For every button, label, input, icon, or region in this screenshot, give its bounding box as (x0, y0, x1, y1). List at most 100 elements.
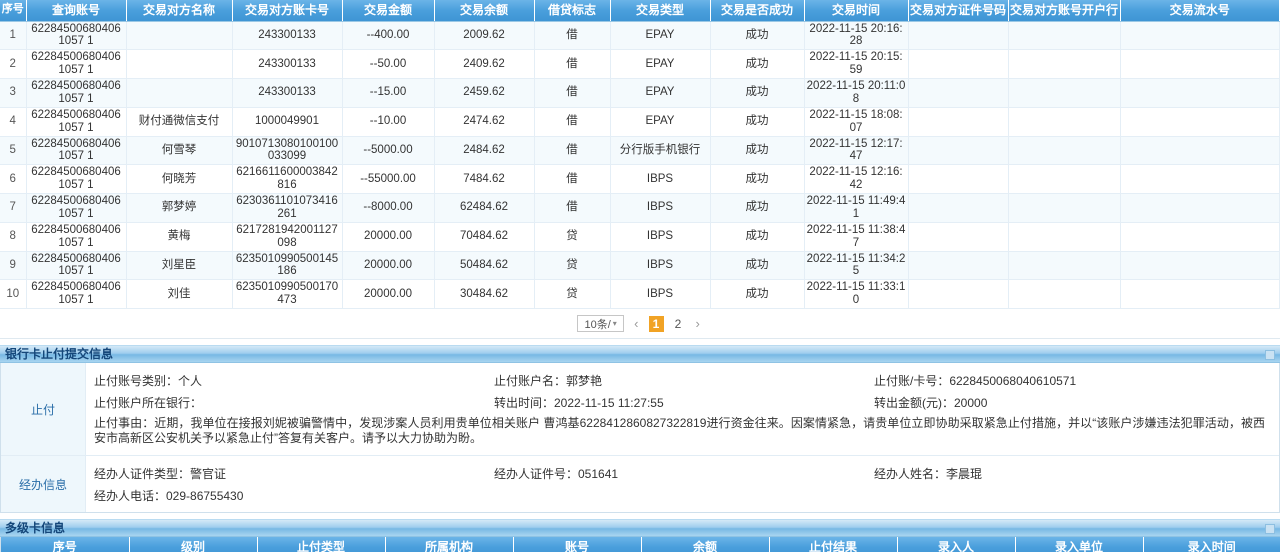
cell-success: 成功 (710, 49, 805, 79)
col-header-amount[interactable]: 交易金额 (342, 0, 435, 22)
table-row[interactable]: 6 622845006804061057 1 何晓芳 6216611600003842… (0, 164, 1280, 194)
cell-query-account: 622845006804061057 1 (26, 107, 127, 137)
table-row[interactable]: 4 622845006804061057 1 财付通微信支付 1000049901 --… (0, 107, 1280, 137)
cell-seq: 2 (0, 49, 27, 79)
table-row[interactable]: 8 622845006804061057 1 黄梅 62172819420011270… (0, 222, 1280, 252)
table-row[interactable]: 7 622845006804061057 1 郭梦婷 6230361101073416… (0, 193, 1280, 223)
card-col-level[interactable]: 级别 (129, 537, 258, 552)
col-header-txn-type[interactable]: 交易类型 (610, 0, 711, 22)
col-header-dc-flag[interactable]: 借贷标志 (534, 0, 611, 22)
panel-collapse-icon-2[interactable] (1265, 524, 1275, 534)
page-size-select[interactable]: 10条/ ▾ (577, 315, 625, 332)
cell-counterparty-card: 6235010990500170473 (232, 279, 343, 309)
col-header-counterparty-card[interactable]: 交易对方账卡号 (232, 0, 343, 22)
stop-payment-panel-title: 银行卡止付提交信息 (0, 345, 1280, 363)
cell-balance: 2009.62 (434, 21, 535, 51)
cell-txn-time: 2022-11-15 11:49:41 (804, 193, 909, 223)
cell-counterparty-id (908, 21, 1009, 51)
table-row[interactable]: 1 622845006804061057 1 243300133 --400.00 20… (0, 21, 1280, 51)
table-row[interactable]: 2 622845006804061057 1 243300133 --50.00 240… (0, 49, 1280, 79)
card-col-stop-type[interactable]: 止付类型 (257, 537, 386, 552)
table-row[interactable]: 10 622845006804061057 1 刘佳 6235010990500170… (0, 279, 1280, 309)
cell-dc-flag: 借 (534, 136, 611, 166)
cell-counterparty-bank (1008, 193, 1121, 223)
col-header-balance[interactable]: 交易余额 (434, 0, 535, 22)
table-row[interactable]: 5 622845006804061057 1 何雪琴 9010713080100100… (0, 136, 1280, 166)
cell-counterparty-bank (1008, 21, 1121, 51)
card-col-unit[interactable]: 录入单位 (1015, 537, 1144, 552)
cell-counterparty-card: 243300133 (232, 21, 343, 51)
col-header-seq[interactable]: 序号 (0, 0, 27, 22)
stop-payment-fields: 止付账号类别：个人 止付账户名：郭梦艳 止付账/卡号：6228450068040… (86, 363, 1279, 455)
cell-counterparty-bank (1008, 136, 1121, 166)
cell-seq: 7 (0, 193, 27, 223)
col-header-serial-no[interactable]: 交易流水号 (1120, 0, 1280, 22)
cell-counterparty-name: 刘星臣 (126, 251, 233, 281)
cell-balance: 2474.62 (434, 107, 535, 137)
col-header-counterparty-name[interactable]: 交易对方名称 (126, 0, 233, 22)
cell-query-account: 622845006804061057 1 (26, 136, 127, 166)
cell-seq: 9 (0, 251, 27, 281)
chevron-down-icon: ▾ (612, 319, 617, 328)
next-page-button[interactable]: › (695, 316, 700, 331)
card-col-seq[interactable]: 序号 (1, 537, 130, 552)
table-row[interactable]: 3 622845006804061057 1 243300133 --15.00 245… (0, 78, 1280, 108)
page-number-2[interactable]: 2 (674, 316, 682, 331)
cell-counterparty-id (908, 279, 1009, 309)
cell-txn-time: 2022-11-15 11:33:10 (804, 279, 909, 309)
cell-txn-type: IBPS (610, 251, 711, 281)
cell-txn-type: IBPS (610, 164, 711, 194)
cell-counterparty-bank (1008, 164, 1121, 194)
cell-success: 成功 (710, 136, 805, 166)
cell-balance: 62484.62 (434, 193, 535, 223)
multi-card-title-text: 多级卡信息 (5, 521, 66, 535)
cell-txn-type: EPAY (610, 49, 711, 79)
cell-txn-time: 2022-11-15 12:17:47 (804, 136, 909, 166)
panel-collapse-icon[interactable] (1265, 350, 1275, 360)
operator-info-row-label: 经办信息 (1, 456, 86, 512)
cell-balance: 30484.62 (434, 279, 535, 309)
transaction-table-body: 1 622845006804061057 1 243300133 --400.00 20… (0, 21, 1280, 309)
card-col-result[interactable]: 止付结果 (769, 537, 898, 552)
table-row[interactable]: 9 622845006804061057 1 刘星臣 6235010990500145… (0, 251, 1280, 281)
cell-serial-no (1120, 164, 1280, 194)
cell-dc-flag: 贷 (534, 279, 611, 309)
cell-seq: 6 (0, 164, 27, 194)
multi-card-header-row: 序号 级别 止付类型 所属机构 账号 余额 止付结果 录入人 录入单位 录入时间 (1, 537, 1280, 552)
col-header-counterparty-bank[interactable]: 交易对方账号开户行 (1008, 0, 1121, 22)
cell-balance: 2409.62 (434, 49, 535, 79)
card-col-time[interactable]: 录入时间 (1143, 537, 1280, 552)
col-header-query-account[interactable]: 查询账号 (26, 0, 127, 22)
transaction-table-section: 序号 查询账号 交易对方名称 交易对方账卡号 交易金额 交易余额 借贷标志 交易… (0, 0, 1280, 339)
cell-counterparty-card: 1000049901 (232, 107, 343, 137)
cell-txn-type: IBPS (610, 193, 711, 223)
operator-info-block: 经办信息 经办人证件类型：警官证 经办人证件号：051641 经办人姓名：李晨琨… (1, 456, 1279, 512)
stop-payment-block: 止付 止付账号类别：个人 止付账户名：郭梦艳 止付账/卡号：6228450068… (1, 363, 1279, 456)
prev-page-button[interactable]: ‹ (634, 316, 639, 331)
cell-seq: 1 (0, 21, 27, 51)
stop-payment-row-2: 止付账户所在银行： 转出时间：2022-11-15 11:27:55 转出金额(… (86, 391, 1279, 413)
card-col-balance[interactable]: 余额 (641, 537, 770, 552)
card-col-institution[interactable]: 所属机构 (385, 537, 514, 552)
cell-counterparty-card: 243300133 (232, 49, 343, 79)
cell-counterparty-name (126, 78, 233, 108)
cell-amount: 20000.00 (342, 222, 435, 252)
page-number-1[interactable]: 1 (648, 315, 664, 332)
card-col-account[interactable]: 账号 (513, 537, 642, 552)
card-col-operator[interactable]: 录入人 (897, 537, 1016, 552)
col-header-success[interactable]: 交易是否成功 (710, 0, 805, 22)
cell-query-account: 622845006804061057 1 (26, 251, 127, 281)
cell-counterparty-card: 6230361101073416261 (232, 193, 343, 223)
cell-success: 成功 (710, 164, 805, 194)
col-header-txn-time[interactable]: 交易时间 (804, 0, 909, 22)
cell-counterparty-name: 黄梅 (126, 222, 233, 252)
cell-counterparty-bank (1008, 49, 1121, 79)
stop-payment-row-1: 止付账号类别：个人 止付账户名：郭梦艳 止付账/卡号：6228450068040… (86, 369, 1279, 391)
col-header-counterparty-id[interactable]: 交易对方证件号码 (908, 0, 1009, 22)
cell-serial-no (1120, 279, 1280, 309)
field-account-name: 止付账户名：郭梦艳 (494, 373, 603, 388)
cell-txn-time: 2022-11-15 20:16:28 (804, 21, 909, 51)
transaction-table-header-row: 序号 查询账号 交易对方名称 交易对方账卡号 交易金额 交易余额 借贷标志 交易… (0, 0, 1280, 22)
cell-serial-no (1120, 78, 1280, 108)
operator-row-1: 经办人证件类型：警官证 经办人证件号：051641 经办人姓名：李晨琨 (86, 462, 1279, 484)
